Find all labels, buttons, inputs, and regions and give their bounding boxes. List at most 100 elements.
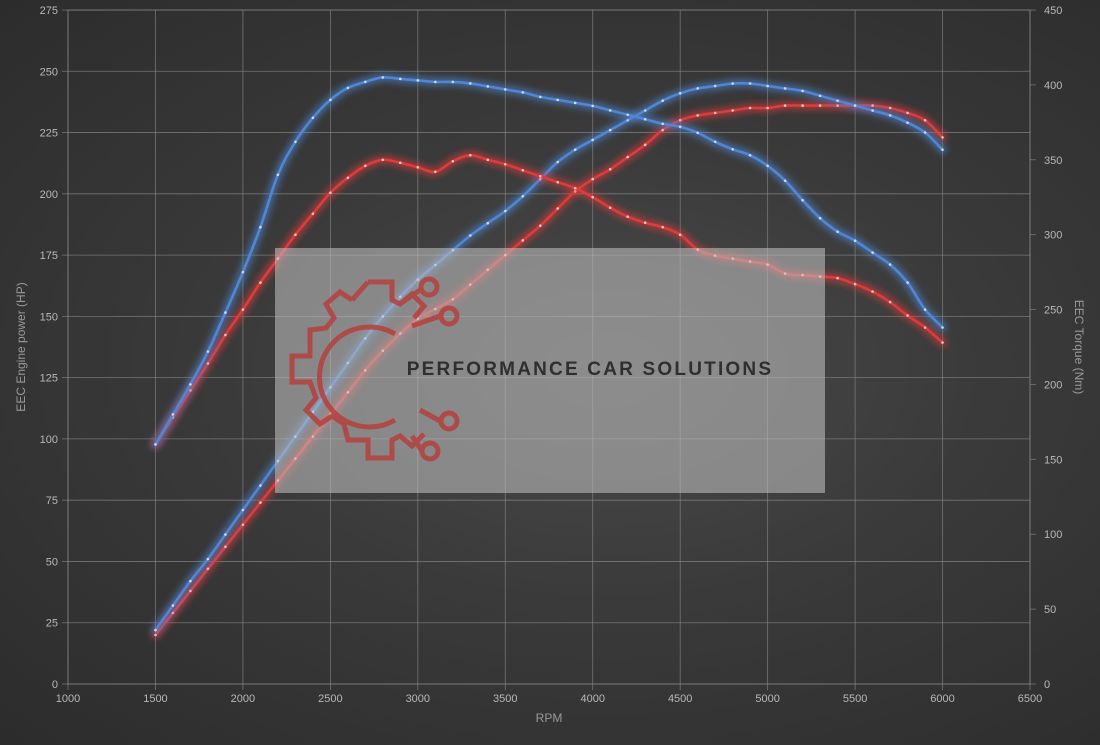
data-point [591, 177, 594, 181]
data-point [364, 164, 367, 168]
data-point [154, 443, 157, 446]
data-point [241, 308, 245, 311]
data-point [608, 206, 612, 209]
gear-circuit-logo-icon [289, 276, 460, 462]
y-right-tick-label: 450 [1044, 5, 1062, 17]
data-point [783, 87, 787, 90]
data-point [276, 173, 280, 177]
data-point [801, 104, 804, 107]
data-point [941, 136, 944, 139]
y-right-tick-label: 0 [1044, 679, 1050, 691]
y-right-tick-label: 50 [1044, 604, 1056, 616]
data-point [556, 180, 559, 184]
data-point [224, 333, 227, 337]
data-point [871, 251, 874, 254]
y-left-tick-label: 50 [46, 556, 58, 568]
data-point [504, 209, 507, 213]
y-right-tick-label: 200 [1044, 379, 1062, 391]
data-point [556, 160, 559, 164]
data-point [539, 175, 542, 178]
x-tick-label: 4500 [668, 693, 692, 705]
data-point [521, 91, 525, 94]
y-right-axis-title: EEC Torque (Nm) [1072, 300, 1086, 394]
data-point [189, 589, 192, 593]
data-point [941, 148, 944, 151]
data-point [399, 161, 402, 165]
data-point [906, 121, 909, 124]
data-point [626, 155, 629, 159]
data-point [329, 98, 332, 102]
data-point [451, 160, 455, 163]
data-point [853, 104, 857, 107]
series-line [154, 76, 944, 446]
data-point [154, 628, 157, 632]
data-point [713, 84, 717, 88]
y-left-tick-label: 150 [40, 311, 58, 323]
x-tick-label: 1000 [56, 693, 80, 705]
data-point [941, 341, 944, 344]
data-point [171, 604, 175, 607]
data-point [906, 314, 909, 317]
data-point [346, 86, 350, 90]
data-point [661, 225, 664, 229]
data-point [661, 122, 664, 126]
data-point [748, 106, 752, 110]
data-point [906, 111, 909, 115]
data-point [661, 128, 664, 132]
data-point [556, 207, 559, 210]
y-right-tick-label: 150 [1044, 454, 1062, 466]
data-point [853, 239, 857, 242]
data-point [678, 233, 682, 236]
data-point [713, 111, 717, 115]
data-point [573, 186, 577, 190]
data-point [189, 383, 192, 386]
x-tick-label: 6000 [930, 693, 954, 705]
y-right-tick-label: 350 [1044, 155, 1062, 167]
data-point [521, 195, 525, 198]
data-point [504, 88, 507, 91]
y-right-tick-label: 300 [1044, 230, 1062, 242]
watermark: PERFORMANCE CAR SOLUTIONS [275, 248, 825, 493]
y-left-tick-label: 225 [40, 128, 58, 140]
data-point [434, 80, 437, 84]
data-point [294, 140, 297, 144]
data-point [608, 128, 612, 132]
data-point [486, 158, 490, 162]
x-tick-label: 1500 [143, 693, 167, 705]
data-point [521, 169, 525, 172]
data-point [608, 109, 612, 112]
data-point [486, 221, 490, 225]
data-point [713, 140, 717, 144]
data-point [643, 118, 647, 121]
data-point [766, 106, 769, 110]
y-left-axis-title: EEC Engine power (HP) [14, 282, 28, 411]
data-point [678, 92, 682, 95]
data-point [241, 523, 245, 526]
data-point [643, 221, 647, 224]
data-point [643, 109, 647, 112]
data-point [836, 276, 839, 280]
data-point [364, 80, 367, 84]
data-point [416, 79, 420, 82]
data-point [381, 158, 385, 162]
data-point [591, 138, 594, 142]
data-point [591, 195, 594, 199]
data-point [923, 119, 927, 122]
data-point [189, 579, 192, 583]
data-point [626, 113, 629, 117]
data-point [941, 326, 944, 329]
data-point [311, 212, 315, 215]
watermark-text: PERFORMANCE CAR SOLUTIONS [407, 359, 773, 380]
y-left-tick-label: 0 [52, 679, 58, 691]
y-right-tick-label: 100 [1044, 529, 1062, 541]
data-point [906, 281, 909, 284]
data-point [678, 119, 682, 122]
x-tick-label: 2500 [318, 693, 342, 705]
y-left-tick-label: 125 [40, 373, 58, 385]
data-point [556, 98, 559, 102]
data-point [469, 234, 472, 237]
data-point [766, 164, 769, 168]
data-point [206, 567, 210, 571]
data-point [626, 119, 629, 122]
